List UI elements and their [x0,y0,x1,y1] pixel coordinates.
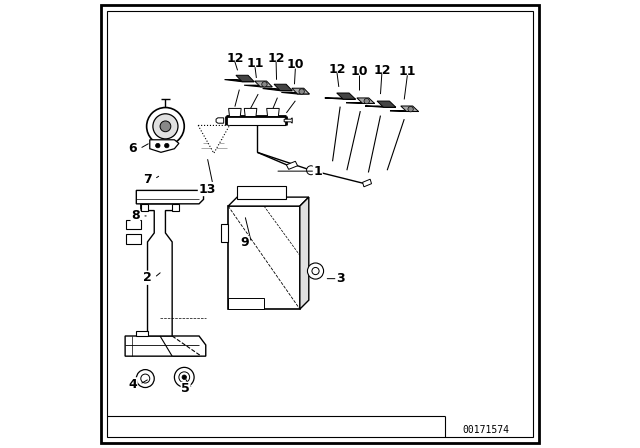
Circle shape [175,367,194,387]
Circle shape [262,82,267,87]
Text: 1: 1 [314,164,322,178]
Polygon shape [362,179,371,187]
Circle shape [307,166,316,175]
Polygon shape [141,204,179,336]
Polygon shape [282,92,309,94]
Polygon shape [365,106,396,107]
Text: 00171574: 00171574 [462,425,509,435]
Text: 10: 10 [351,65,368,78]
Text: 6: 6 [129,142,137,155]
Text: 10: 10 [287,58,304,72]
Text: 8: 8 [131,209,140,223]
Polygon shape [221,224,228,242]
Circle shape [408,107,413,112]
Polygon shape [228,108,241,116]
Polygon shape [225,80,254,82]
Text: 12: 12 [226,52,244,65]
Bar [228,206,300,309]
Circle shape [129,235,138,244]
Text: 3: 3 [336,272,344,285]
Text: 4: 4 [129,378,137,391]
Circle shape [153,114,178,139]
Circle shape [182,375,186,379]
Text: 7: 7 [143,172,152,186]
Polygon shape [125,336,206,356]
Polygon shape [287,161,298,169]
Polygon shape [337,93,355,99]
Polygon shape [228,197,309,206]
Text: 12: 12 [328,63,346,76]
Text: 12: 12 [268,52,285,65]
Circle shape [179,372,189,383]
Polygon shape [267,108,279,116]
Polygon shape [198,125,230,153]
Polygon shape [136,331,148,336]
Circle shape [299,89,305,94]
Circle shape [364,99,369,104]
Polygon shape [244,85,272,87]
Polygon shape [255,81,272,87]
Text: 12: 12 [373,64,390,77]
Polygon shape [262,89,292,90]
Circle shape [156,143,160,148]
Circle shape [132,223,136,226]
Bar [237,186,287,199]
Polygon shape [141,204,148,211]
Polygon shape [127,220,141,229]
Polygon shape [244,108,257,116]
Text: 2: 2 [143,271,152,284]
Circle shape [136,370,154,388]
Polygon shape [236,75,254,82]
Circle shape [147,108,184,145]
Text: 9: 9 [241,236,249,250]
Polygon shape [274,84,292,90]
Text: 11: 11 [246,57,264,70]
Text: 5: 5 [181,382,190,396]
Circle shape [129,220,138,229]
Polygon shape [284,118,292,123]
Text: 11: 11 [399,65,416,78]
Polygon shape [172,204,179,211]
Polygon shape [150,140,179,152]
Circle shape [141,374,150,383]
Polygon shape [127,234,141,244]
Text: 13: 13 [198,182,216,196]
Polygon shape [377,101,396,107]
Bar [228,298,264,309]
Polygon shape [390,111,419,112]
Circle shape [160,121,171,132]
Circle shape [312,267,319,275]
Circle shape [307,263,324,279]
Circle shape [164,143,169,148]
Polygon shape [292,88,309,94]
Polygon shape [325,98,355,99]
Polygon shape [357,98,374,103]
Polygon shape [136,190,204,204]
Polygon shape [216,118,224,123]
Polygon shape [401,106,419,112]
Polygon shape [300,197,309,309]
